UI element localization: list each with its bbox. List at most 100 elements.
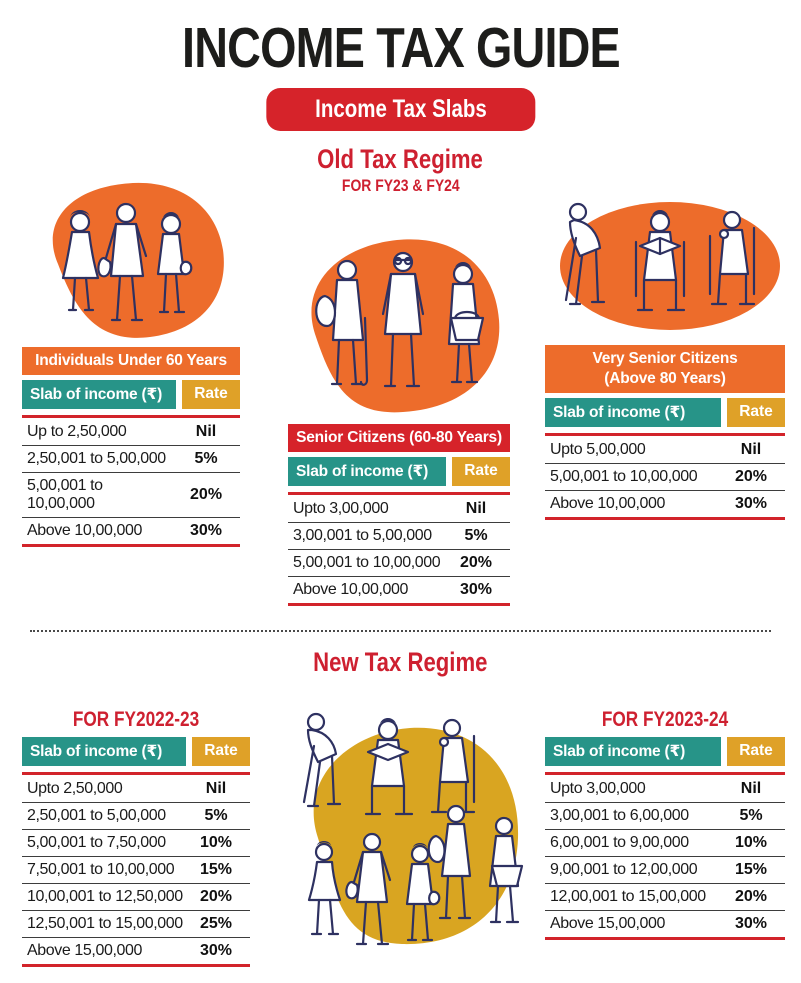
person-figure (430, 718, 476, 814)
slab-value: Upto 3,00,000 (293, 500, 389, 518)
table-header: Slab of income (₹) Rate (545, 398, 785, 428)
slab-value: Upto 2,50,000 (27, 780, 123, 797)
fy2022-23-title-text: FOR FY2022-23 (72, 708, 200, 731)
new-regime-heading-text: New Tax Regime (313, 647, 488, 677)
person-figure (315, 259, 369, 386)
rate-value: 20% (734, 888, 768, 905)
table-row: Above 10,00,000 30% (22, 518, 240, 548)
old-regime-subheading-text: FOR FY23 & FY24 (341, 176, 460, 195)
slab-value: 10,00,001 to 12,50,000 (27, 888, 183, 905)
person-figure (97, 202, 148, 322)
slab-value: 2,50,001 to 5,00,000 (27, 450, 166, 468)
slab-value: 5,00,001 to 7,50,000 (27, 834, 166, 851)
slab-column-header: Slab of income (₹) (288, 457, 446, 487)
slab-value: Above 10,00,000 (293, 581, 408, 599)
table-row: Above 15,00,000 30% (545, 911, 785, 940)
table-row: Upto 3,00,000 Nil (288, 496, 510, 524)
table-body: Upto 3,00,000 Nil 3,00,001 to 5,00,000 5% 5,… (288, 496, 510, 607)
person-figure (488, 816, 524, 924)
table-fy2022-23: Slab of income (₹) Rate Upto 2,50,000 Nil… (22, 737, 250, 967)
table-fy2023-24: Slab of income (₹) Rate Upto 3,00,000 Nil… (545, 737, 785, 940)
person-figure (427, 804, 472, 920)
fy2022-23-title: FOR FY2022-23 (22, 709, 250, 730)
rate-value: 5% (739, 807, 763, 824)
table-row: 12,00,001 to 15,00,000 20% (545, 884, 785, 911)
slab-value: Above 15,00,000 (550, 915, 665, 932)
table-header: Slab of income (₹) Rate (22, 737, 250, 766)
table-row: Up to 2,50,000 Nil (22, 419, 240, 447)
rate-value: Nil (195, 423, 217, 441)
table-row: 12,50,001 to 15,00,000 25% (22, 911, 250, 938)
table-title: Individuals Under 60 Years (22, 347, 240, 376)
fy2023-24-title: FOR FY2023-24 (545, 709, 785, 730)
table-row: 10,00,001 to 12,50,000 20% (22, 884, 250, 911)
slab-value: Upto 5,00,000 (550, 441, 646, 459)
table-row: Upto 3,00,000 Nil (545, 776, 785, 803)
person-figure (156, 212, 193, 314)
table-row: 2,50,001 to 5,00,000 5% (22, 446, 240, 474)
person-figure (564, 202, 606, 306)
senior-citizens-standing-illustration (311, 239, 500, 413)
slab-value: 5,00,001 to 10,00,000 (293, 554, 441, 572)
slab-value: 9,00,001 to 12,00,000 (550, 861, 698, 878)
slab-value: 2,50,001 to 5,00,000 (27, 807, 166, 824)
table-row: 7,50,001 to 10,00,000 15% (22, 857, 250, 884)
rate-value: Nil (465, 500, 487, 518)
rate-value: 10% (734, 834, 768, 851)
table-row: 9,00,001 to 12,00,000 15% (545, 857, 785, 884)
rate-column-header: Rate (727, 737, 785, 766)
person-figure (634, 210, 686, 312)
person-figure (405, 843, 441, 942)
rate-value: 30% (734, 495, 768, 513)
table-body: Upto 2,50,000 Nil 2,50,001 to 5,00,000 5% 5,… (22, 776, 250, 967)
rate-value: Nil (740, 441, 762, 459)
table-row: 5,00,001 to 10,00,000 20% (545, 464, 785, 492)
person-figure (708, 210, 756, 306)
page-title: INCOME TAX GUIDE (0, 20, 801, 77)
rate-value: 30% (459, 581, 493, 599)
slab-value: 6,00,001 to 9,00,000 (550, 834, 689, 851)
red-rule (288, 492, 510, 496)
rate-value: Nil (740, 780, 762, 797)
table-individuals-under-60: Individuals Under 60 Years Slab of incom… (22, 347, 240, 548)
section-divider (30, 630, 771, 632)
old-regime-heading-text: Old Tax Regime (317, 144, 484, 174)
table-row: 3,00,001 to 6,00,000 5% (545, 803, 785, 830)
slab-value: Above 15,00,000 (27, 942, 142, 959)
very-senior-citizens-seated-illustration (560, 202, 780, 330)
person-figure (307, 841, 342, 936)
table-row: 2,50,001 to 5,00,000 5% (22, 803, 250, 830)
rate-value: Nil (205, 780, 227, 797)
rate-value: 20% (459, 554, 493, 572)
red-rule (22, 415, 240, 419)
people-group-illustration (302, 712, 524, 946)
rate-column-header: Rate (192, 737, 250, 766)
slab-value: 5,00,001 to 10,00,000 (27, 477, 103, 513)
person-figure (364, 718, 414, 816)
badge-text: Income Tax Slabs (314, 95, 487, 123)
slab-column-header: Slab of income (₹) (545, 737, 721, 766)
rate-value: 30% (734, 915, 768, 932)
slab-value: 5,00,001 to 10,00,000 (550, 468, 698, 486)
slab-value: 12,00,001 to 15,00,000 (550, 888, 706, 905)
income-tax-slabs-badge: Income Tax Slabs (265, 88, 536, 131)
rate-value: 20% (190, 486, 223, 504)
rate-value: 5% (204, 807, 228, 824)
table-title: Senior Citizens (60-80 Years) (288, 424, 510, 453)
person-figure (447, 262, 485, 384)
rate-value: 20% (734, 468, 768, 486)
rate-value: 30% (199, 942, 233, 959)
table-row: Above 15,00,000 30% (22, 938, 250, 967)
table-header: Slab of income (₹) Rate (22, 380, 240, 410)
rate-value: 25% (199, 915, 233, 932)
table-row: 6,00,001 to 9,00,000 10% (545, 830, 785, 857)
person-figure (302, 712, 342, 808)
new-regime-heading: New Tax Regime (0, 649, 801, 676)
person-figure (381, 251, 425, 388)
rate-value: 15% (734, 861, 768, 878)
slab-column-header: Slab of income (₹) (22, 380, 176, 410)
table-header: Slab of income (₹) Rate (545, 737, 785, 766)
table-row: 3,00,001 to 5,00,000 5% (288, 523, 510, 551)
person-figure (345, 832, 392, 946)
